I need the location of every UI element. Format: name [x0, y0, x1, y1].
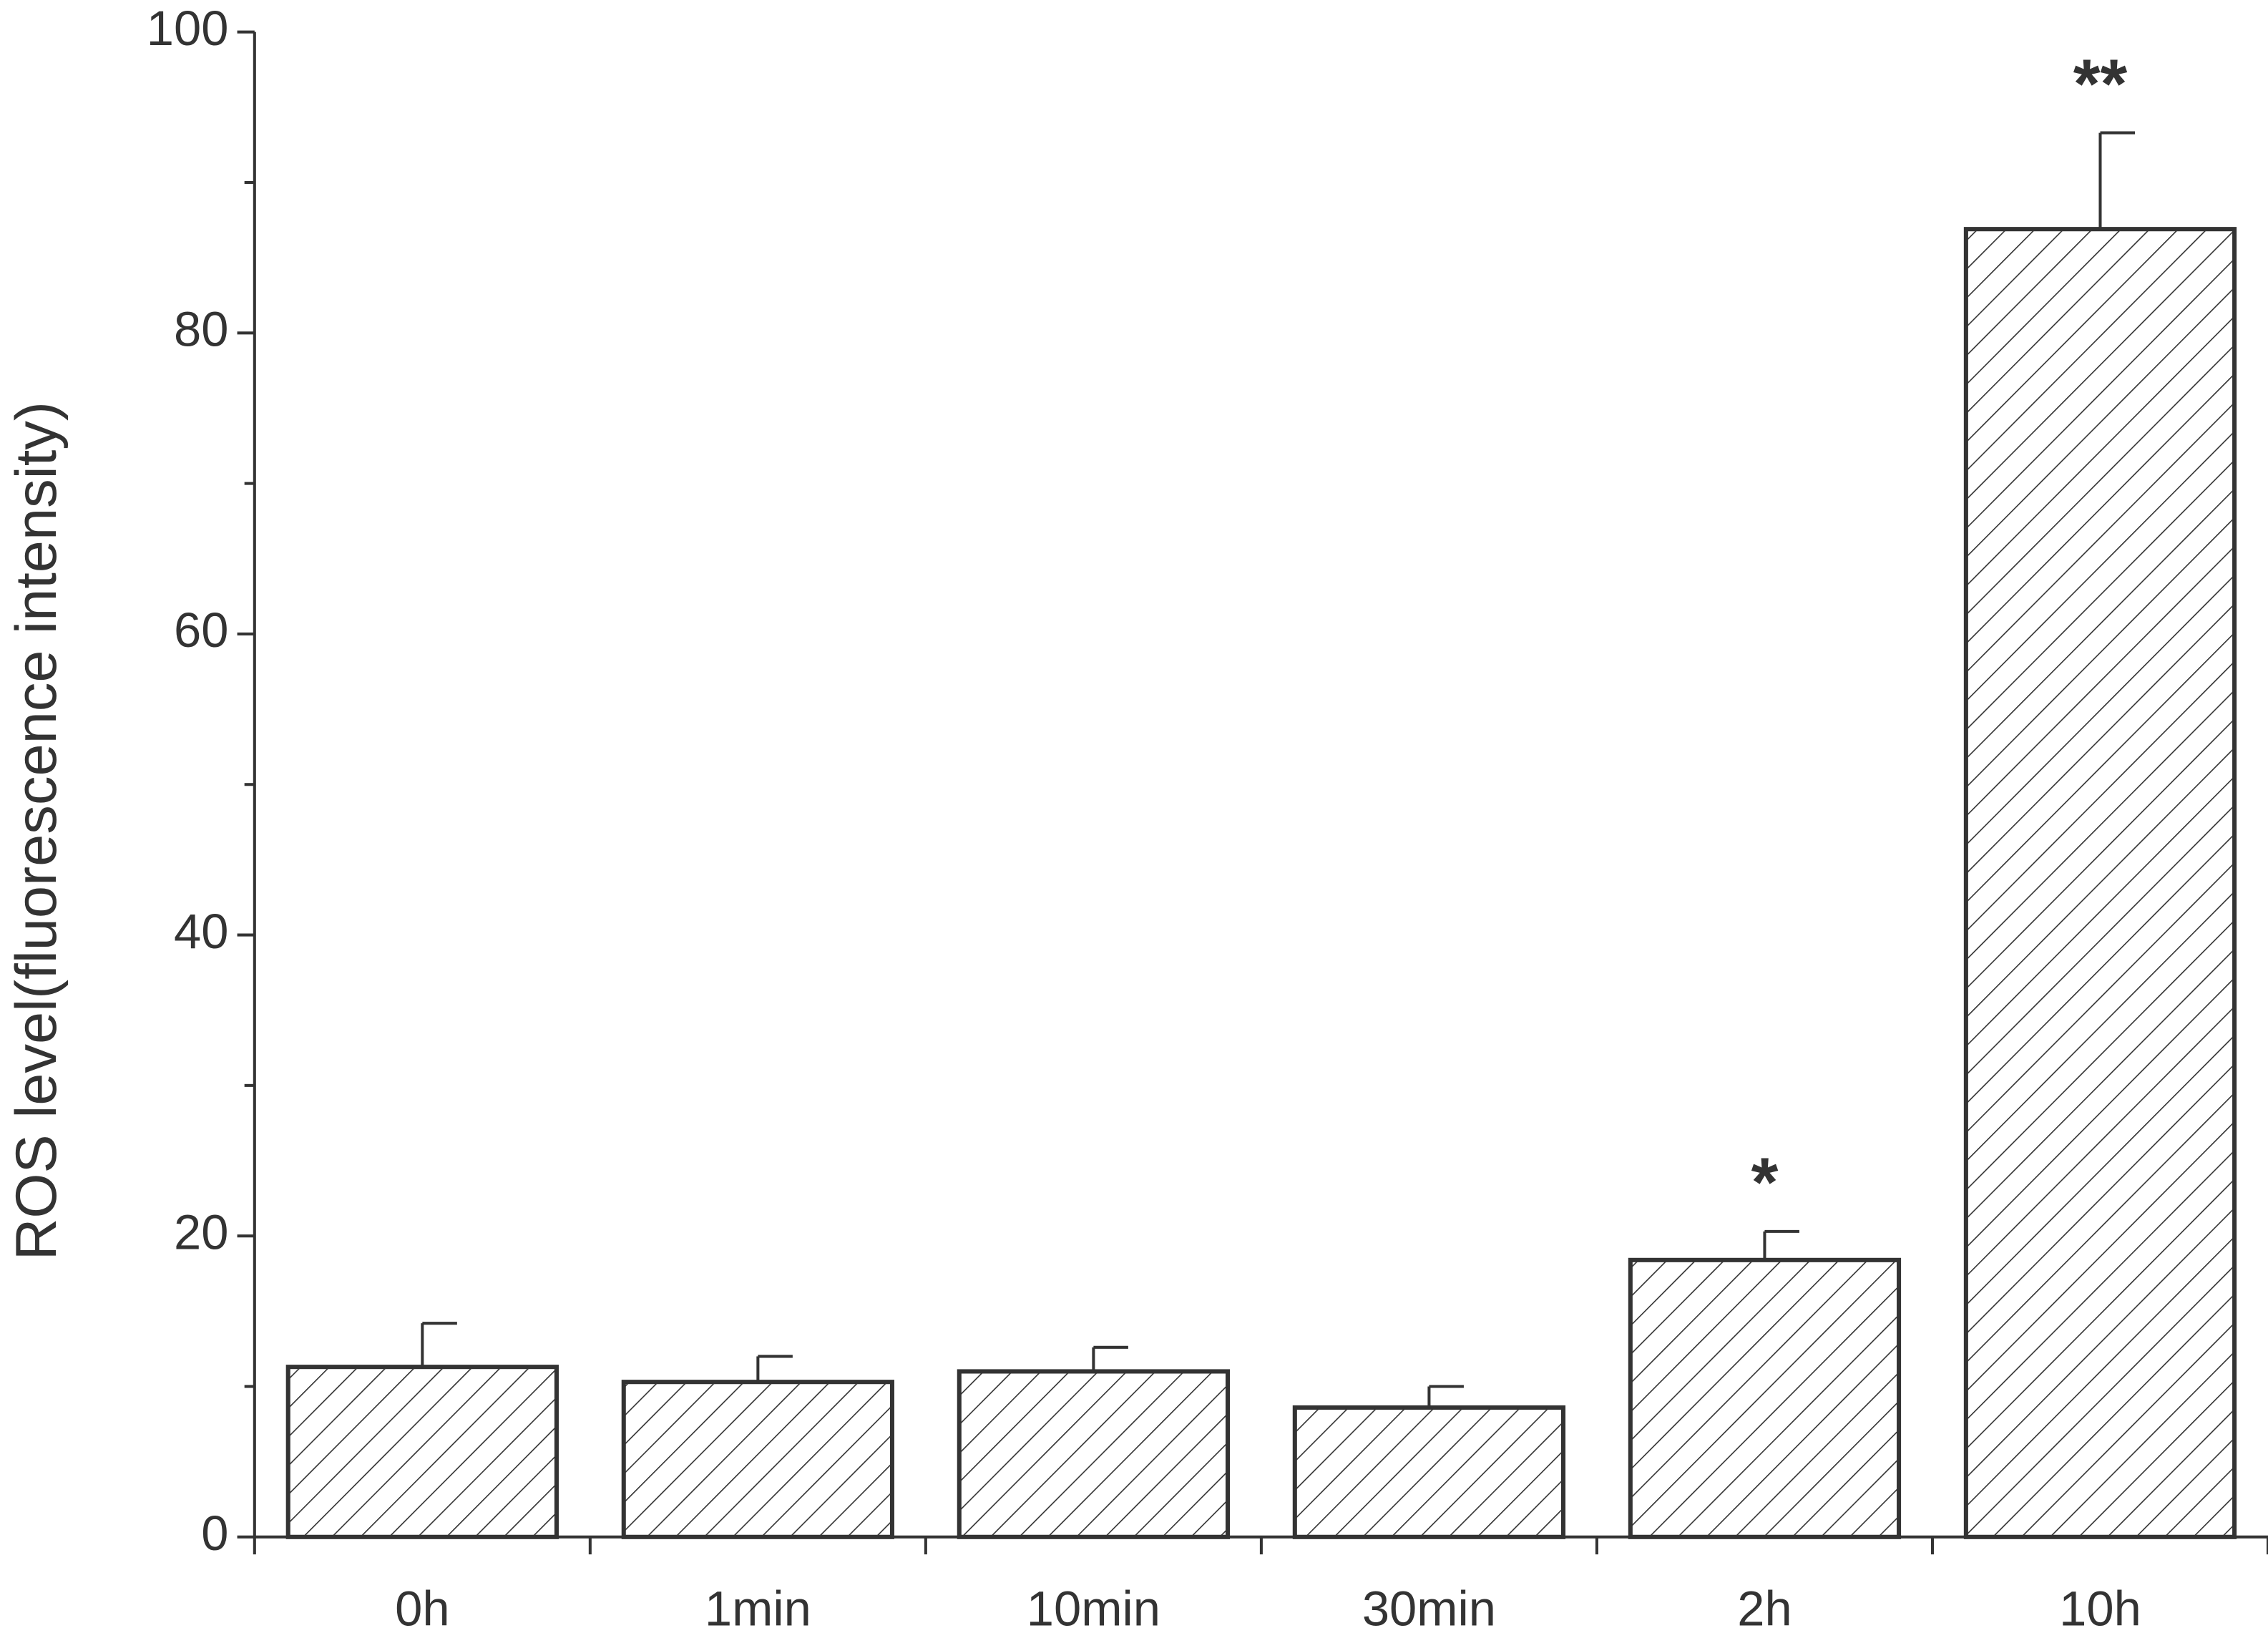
y-tick-label: 40 — [174, 904, 228, 959]
x-tick-label: 10min — [1027, 1581, 1160, 1636]
y-tick-label: 60 — [174, 603, 228, 658]
bar — [1963, 227, 2237, 1539]
x-tick-label: 30min — [1362, 1581, 1496, 1636]
bar — [1628, 1257, 1902, 1539]
y-tick-label: 100 — [147, 1, 229, 56]
bar — [621, 1380, 895, 1539]
bar — [285, 1365, 559, 1539]
y-tick-label: 20 — [174, 1204, 228, 1259]
x-tick-label: 10h — [2059, 1581, 2141, 1636]
y-tick-label: 80 — [174, 301, 228, 356]
x-tick-label: 0h — [395, 1581, 449, 1636]
y-tick-label: 0 — [201, 1506, 228, 1561]
x-tick-label: 2h — [1737, 1581, 1792, 1636]
bar — [1292, 1405, 1566, 1539]
bar — [957, 1369, 1231, 1539]
significance-label: * — [1751, 1144, 1779, 1222]
y-axis-title: ROS level(fluorescence intensity) — [4, 401, 69, 1260]
x-tick-label: 1min — [705, 1581, 811, 1636]
significance-label: ** — [2073, 44, 2128, 122]
